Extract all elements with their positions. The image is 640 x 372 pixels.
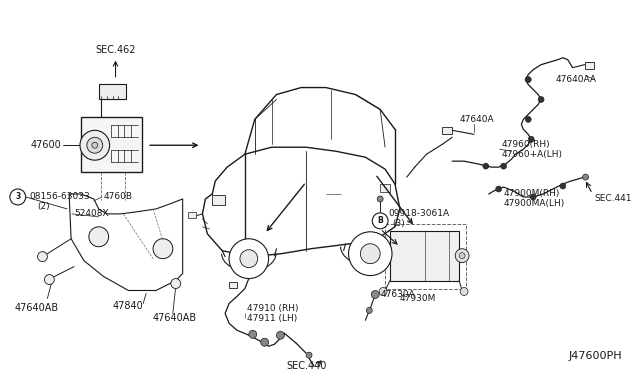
Text: 4760B: 4760B xyxy=(104,192,132,202)
Circle shape xyxy=(229,239,269,279)
Circle shape xyxy=(260,338,269,346)
Text: 47600: 47600 xyxy=(31,140,61,150)
Circle shape xyxy=(525,116,531,122)
Bar xyxy=(99,84,126,99)
Circle shape xyxy=(372,213,388,229)
Bar xyxy=(584,62,595,69)
Text: SEC.440: SEC.440 xyxy=(286,361,326,371)
Text: (3): (3) xyxy=(392,219,404,228)
Text: 08156-63033: 08156-63033 xyxy=(29,192,90,202)
Circle shape xyxy=(483,163,489,169)
Circle shape xyxy=(525,77,531,83)
Text: B: B xyxy=(378,217,383,225)
Circle shape xyxy=(496,186,502,192)
Bar xyxy=(390,231,459,280)
Text: 47840: 47840 xyxy=(113,301,144,311)
Circle shape xyxy=(240,250,258,267)
Text: 52408X: 52408X xyxy=(74,209,109,218)
Text: 47630A: 47630A xyxy=(380,290,415,299)
Bar xyxy=(229,282,237,288)
Text: SEC.462: SEC.462 xyxy=(95,45,136,55)
Circle shape xyxy=(582,174,589,180)
Circle shape xyxy=(38,252,47,262)
Circle shape xyxy=(349,232,392,276)
Circle shape xyxy=(500,163,506,169)
Circle shape xyxy=(92,142,98,148)
Bar xyxy=(81,118,142,172)
Circle shape xyxy=(377,196,383,202)
Circle shape xyxy=(460,288,468,295)
Circle shape xyxy=(276,331,284,339)
Text: 47960(RH): 47960(RH) xyxy=(502,140,550,149)
Circle shape xyxy=(44,275,54,285)
Text: 47640AB: 47640AB xyxy=(15,304,59,313)
Text: 47930M: 47930M xyxy=(400,294,436,303)
Circle shape xyxy=(528,136,534,142)
Circle shape xyxy=(371,291,379,298)
Text: 47900MA(LH): 47900MA(LH) xyxy=(504,199,565,208)
Circle shape xyxy=(366,307,372,313)
Circle shape xyxy=(306,352,312,358)
Text: 47900M(RH): 47900M(RH) xyxy=(504,189,560,199)
Circle shape xyxy=(379,288,387,295)
Text: 47640A: 47640A xyxy=(459,115,494,124)
Text: 47640AA: 47640AA xyxy=(556,75,596,84)
Circle shape xyxy=(249,330,257,338)
Circle shape xyxy=(89,227,109,247)
Circle shape xyxy=(360,244,380,264)
Bar xyxy=(212,195,225,205)
Circle shape xyxy=(538,96,544,102)
Bar xyxy=(380,184,390,192)
Text: 47640AB: 47640AB xyxy=(153,313,197,323)
Bar xyxy=(442,127,452,134)
Circle shape xyxy=(153,239,173,259)
Text: J47600PH: J47600PH xyxy=(568,351,622,361)
Circle shape xyxy=(531,194,536,200)
Circle shape xyxy=(459,253,465,259)
Text: (2): (2) xyxy=(38,202,50,211)
Circle shape xyxy=(455,249,469,263)
Text: 47910 (RH): 47910 (RH) xyxy=(247,304,298,313)
Circle shape xyxy=(87,137,102,153)
Bar xyxy=(188,212,195,218)
Text: SEC.441: SEC.441 xyxy=(595,195,632,203)
Circle shape xyxy=(80,130,109,160)
Bar xyxy=(385,224,466,289)
Circle shape xyxy=(560,183,566,189)
Text: 3: 3 xyxy=(15,192,20,202)
Text: 47911 (LH): 47911 (LH) xyxy=(247,314,297,323)
Circle shape xyxy=(171,279,180,289)
Circle shape xyxy=(10,189,26,205)
Text: 09918-3061A: 09918-3061A xyxy=(388,209,449,218)
Text: 47960+A(LH): 47960+A(LH) xyxy=(502,150,563,159)
